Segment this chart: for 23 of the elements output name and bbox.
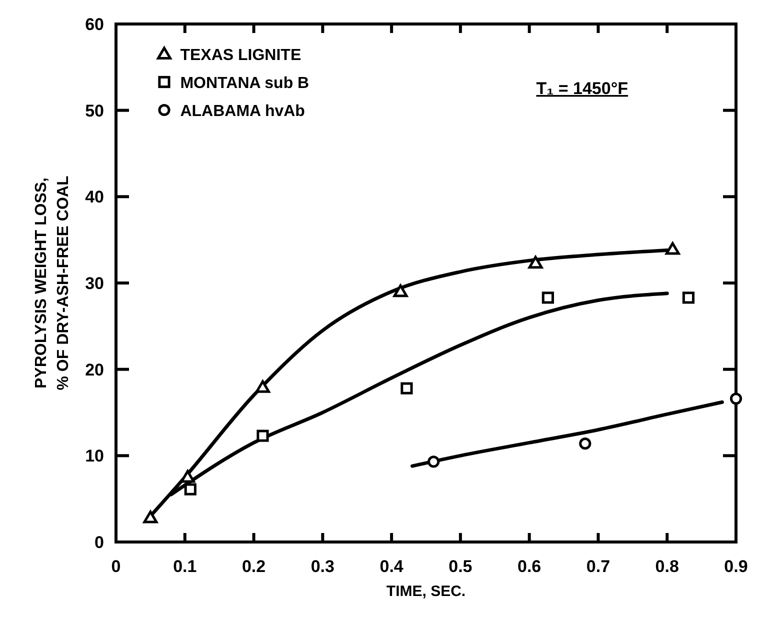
y-tick-label: 60 [85,15,104,34]
y-tick-label: 50 [85,101,104,120]
legend-label: ALABAMA hvAb [180,103,306,120]
legend-label: MONTANA sub B [180,75,310,92]
y-tick-label: 40 [85,188,104,207]
y-axis-title: PYROLYSIS WEIGHT LOSS, % OF DRY-ASH-FREE COAL [33,176,72,390]
x-tick-label: 0.5 [448,557,472,576]
y-tick-label: 10 [85,446,104,466]
y-tick-label: 20 [85,360,104,380]
x-tick-label: 0.7 [586,557,610,576]
x-tick-label: 0.8 [655,557,679,576]
annotation: T₁ = 1450°F [536,79,628,98]
x-tick-label: 0.1 [173,557,197,576]
y-tick-label: 0 [94,533,104,552]
x-tick-label: 0 [111,557,121,576]
x-tick-label: 0.6 [518,557,542,576]
x-tick-label: 0.4 [380,557,404,576]
x-tick-label: 0.3 [310,557,334,576]
x-tick-label: 0.9 [724,557,748,576]
y-tick-label: 30 [85,274,104,293]
legend-label: TEXAS LIGNITE [180,47,302,64]
x-axis-title: TIME, SEC. [386,583,466,600]
x-tick-label: 0.2 [242,557,266,576]
